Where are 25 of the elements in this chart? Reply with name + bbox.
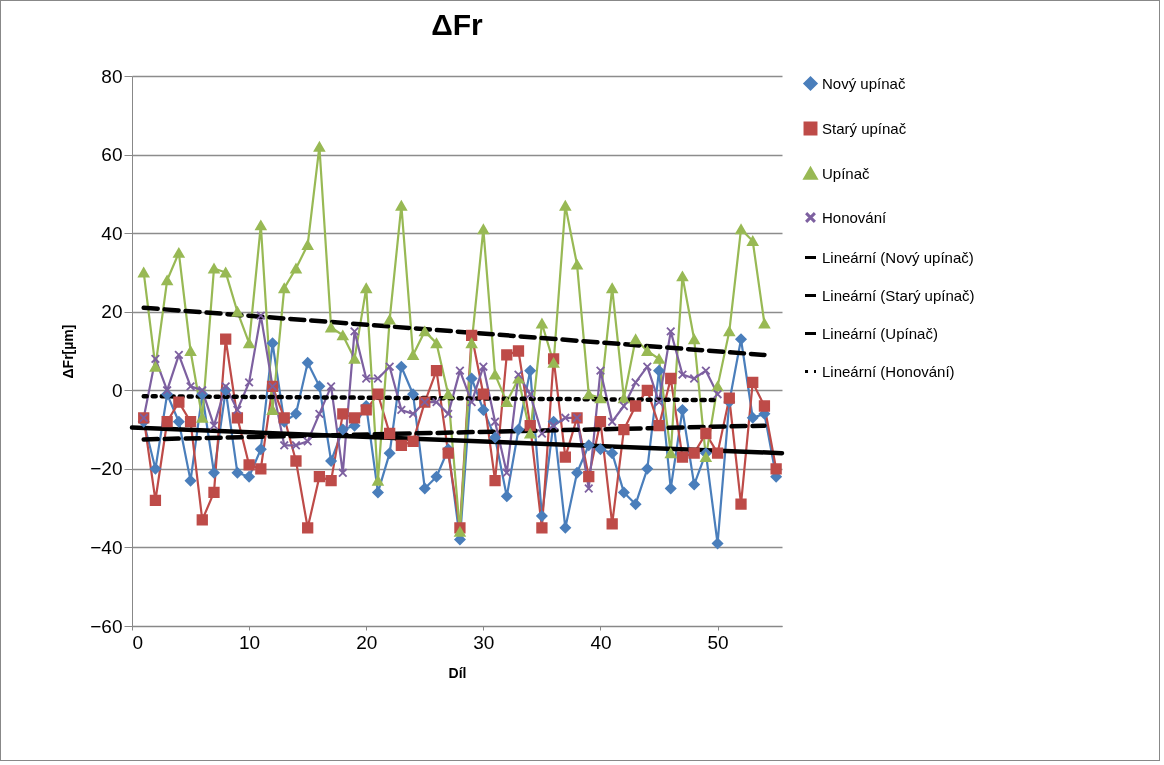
legend-label: Honování <box>822 208 888 226</box>
y-tick-label: −40 <box>90 536 123 558</box>
y-tick-label: 0 <box>111 379 123 401</box>
legend-label: Nový upínač <box>822 74 906 92</box>
legend-label: Lineární (Upínač) <box>822 324 938 342</box>
y-tick-label: 60 <box>101 144 123 166</box>
x-axis-title: Díl <box>448 664 467 681</box>
x-tick-label: 20 <box>356 631 378 653</box>
legend-label: Starý upínač <box>822 119 907 137</box>
x-tick-label: 30 <box>473 631 495 653</box>
y-tick-label: −60 <box>90 615 123 637</box>
x-tick-label: 40 <box>590 631 612 653</box>
chart-title: ΔFr <box>431 8 484 41</box>
x-tick-label: 50 <box>707 631 729 653</box>
legend-label: Lineární (Starý upínač) <box>822 286 975 304</box>
x-tick-label: 10 <box>239 631 261 653</box>
legend-label: Lineární (Honování) <box>822 362 955 380</box>
y-axis-title: ΔFr[µm] <box>60 324 77 379</box>
y-tick-label: 80 <box>101 65 123 87</box>
y-tick-label: 40 <box>101 222 123 244</box>
x-tick-label: 0 <box>132 631 144 653</box>
legend-label: Upínač <box>822 164 871 182</box>
legend-label: Lineární (Nový upínač) <box>822 248 974 266</box>
y-tick-label: −20 <box>90 458 123 480</box>
y-tick-label: 20 <box>101 301 123 323</box>
